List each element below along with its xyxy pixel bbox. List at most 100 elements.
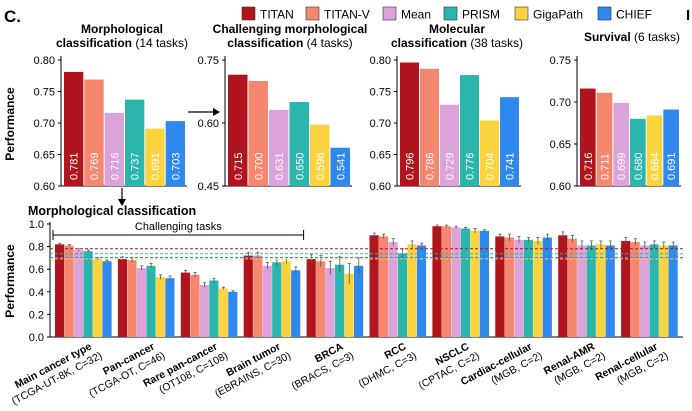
bar: [400, 62, 419, 186]
panel-title-part: classification: [391, 36, 470, 50]
bar: [289, 102, 309, 186]
bar: [577, 245, 587, 337]
group-label: Cardiac-cellular(MGB, C=2): [459, 341, 545, 389]
legend-swatch: [514, 6, 529, 21]
arrow-down-head: [118, 199, 126, 206]
panel-title-part: classification: [56, 36, 135, 50]
y-tick-label: 0.4: [29, 287, 44, 299]
bar: [209, 280, 219, 337]
bar: [663, 109, 679, 186]
y-tick-label: 0.60: [370, 181, 391, 193]
bar-value-label: 0.716: [109, 152, 121, 180]
y-tick-label: 0.2: [29, 309, 44, 321]
bar: [253, 255, 263, 337]
bar: [248, 81, 268, 186]
bar: [479, 230, 489, 337]
y-tick-label: 0.60: [34, 181, 55, 193]
group-label: Pan-cancer(TCGA-OT, C=46): [87, 341, 167, 400]
bar-value-label: 0.704: [485, 152, 497, 180]
bar: [316, 261, 326, 337]
bar: [640, 245, 650, 337]
panel-label: C.: [4, 7, 21, 26]
legend-swatch: [305, 6, 320, 21]
bar: [646, 115, 663, 186]
bracket-label: Challenging tasks: [135, 221, 222, 233]
bottom-title: Morphological classification: [28, 204, 196, 218]
legend-item: Mean: [382, 6, 431, 22]
legend-swatch: [382, 6, 397, 21]
bar: [92, 259, 103, 337]
panel-title: Morphological: [81, 22, 163, 36]
bar: [659, 245, 669, 337]
bar: [228, 74, 248, 186]
bar: [330, 147, 350, 186]
legend-item: PRISM: [443, 6, 500, 22]
bar-value-label: 0.741: [505, 152, 517, 180]
bar: [125, 99, 145, 186]
legend-label: GigaPath: [533, 8, 583, 22]
bar-value-label: 0.691: [666, 152, 678, 180]
panel-subtitle: (38 tasks): [470, 36, 523, 50]
bar: [533, 240, 543, 337]
bar-value-label: 0.786: [425, 152, 437, 180]
bar-group: Main cancer type(TCGA-UT-8K, C=32): [10, 242, 112, 408]
bar: [165, 278, 175, 337]
bar: [281, 261, 291, 337]
group-label: RCC(DHMC, C=3): [357, 340, 419, 390]
bar: [127, 260, 137, 337]
bottom-panel: Morphological classification Performance 0…: [3, 204, 683, 408]
bar-value-label: 0.691: [150, 152, 162, 180]
bar: [83, 251, 93, 337]
bar: [306, 259, 316, 337]
bar: [416, 245, 427, 337]
bar: [558, 235, 568, 337]
bar: [180, 272, 190, 337]
bar: [335, 264, 345, 337]
legend-item: TITAN: [241, 6, 294, 22]
bar-value-label: 0.541: [335, 152, 347, 180]
legend-swatch: [443, 6, 458, 21]
legend-item: CHIEF: [597, 6, 652, 22]
bar: [440, 104, 459, 186]
panel-title-line2: classification (4 tasks): [227, 36, 352, 50]
bar-value-label: 0.716: [583, 152, 595, 180]
bar: [460, 75, 479, 186]
y-tick-label: 0.65: [370, 150, 391, 162]
y-tick-label: 0.80: [370, 55, 391, 67]
bar: [451, 227, 461, 337]
bar: [605, 245, 615, 337]
y-tick-label: 0.75: [370, 87, 391, 99]
bar: [495, 236, 505, 337]
bar-value-label: 0.684: [650, 152, 662, 180]
bar-group: Renal-AMR(MGB, C=2): [542, 231, 615, 387]
bar: [145, 128, 165, 186]
bar: [190, 274, 200, 337]
bar-value-label: 0.699: [616, 152, 628, 180]
y-tick-label: 0.65: [550, 139, 571, 151]
group-label: BRCA(BRACS, C=3): [290, 340, 356, 392]
bar: [272, 262, 282, 337]
y-tick-label: 0.75: [198, 55, 219, 67]
bar: [344, 273, 354, 337]
bar: [523, 239, 533, 337]
bar-value-label: 0.650: [294, 152, 306, 180]
bar-value-label: 0.703: [170, 152, 182, 180]
bar: [55, 244, 65, 337]
bar-group: Rare pan-cancer(OT108, C=108): [141, 269, 238, 396]
y-tick-label: 0.75: [34, 87, 55, 99]
bar-value-label: 0.796: [405, 152, 417, 180]
y-tick-label: 0.6: [29, 264, 44, 276]
bar-value-label: 0.680: [633, 152, 645, 180]
bar: [354, 265, 364, 337]
bar: [397, 253, 408, 337]
group-label: Main cancer type(TCGA-UT-8K, C=32): [10, 341, 105, 408]
bar: [630, 118, 646, 186]
bar: [470, 230, 480, 337]
bar: [480, 120, 499, 186]
bar: [73, 249, 84, 337]
bar: [84, 79, 104, 186]
legend-label: CHIEF: [616, 8, 652, 22]
bar-value-label: 0.715: [233, 152, 245, 180]
y-tick-label: 0.60: [550, 181, 571, 193]
